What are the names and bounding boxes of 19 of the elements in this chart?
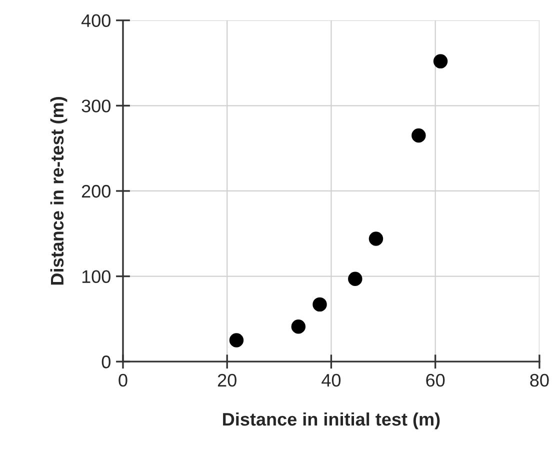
y-tick-label: 100 — [82, 270, 110, 284]
y-tick-label: 400 — [81, 14, 110, 28]
y-tick-label: 300 — [82, 100, 110, 112]
y-axis-title: Distance in re-test (m) — [50, 97, 68, 285]
y-tick-label: 0 — [102, 356, 110, 368]
point — [412, 128, 426, 143]
point — [312, 297, 327, 312]
x-axis-title: Distance in initial test (m) — [223, 412, 440, 430]
y-tick-label: 200 — [82, 184, 110, 198]
point — [368, 232, 384, 246]
x-tick-label: 40 — [322, 374, 341, 387]
point — [291, 320, 306, 334]
x-tick-label: 20 — [218, 374, 236, 387]
point — [229, 333, 244, 348]
x-tick-label: 0 — [118, 374, 128, 387]
x-tick-label: 80 — [530, 374, 549, 387]
point — [348, 272, 362, 286]
x-tick-label: 60 — [426, 374, 445, 387]
point — [433, 54, 448, 68]
